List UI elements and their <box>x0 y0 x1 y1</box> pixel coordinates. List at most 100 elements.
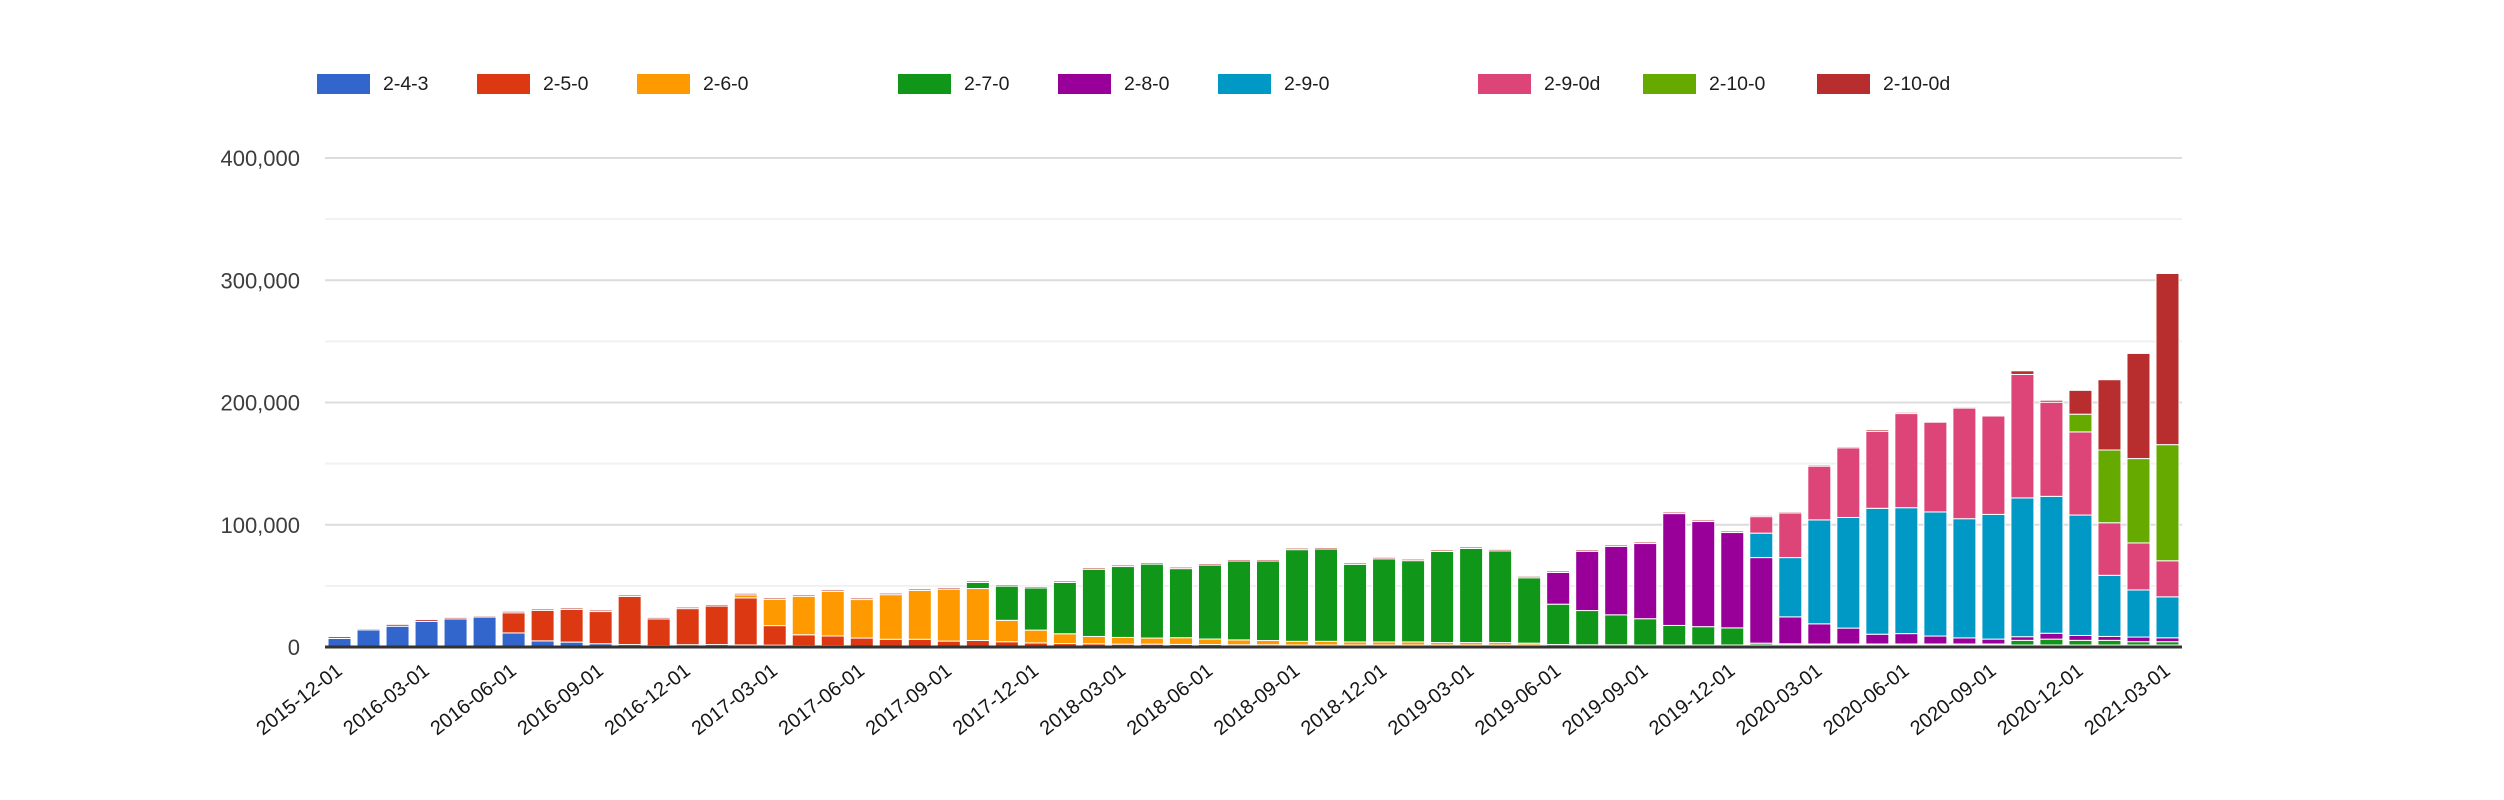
x-axis-label: 2015-12-01 <box>252 660 346 740</box>
bar-segment-2-7-0 <box>1052 581 1077 635</box>
bar-segment-2-10-0d <box>1720 530 1745 534</box>
bar-segment-2-10-0d <box>704 604 729 607</box>
bar-segment-2-7-0 <box>1197 564 1222 640</box>
bar-segment-2-7-0 <box>1285 549 1310 642</box>
bar-segment-2-10-0d <box>1023 585 1048 589</box>
bar-segment-2-8-0 <box>1691 521 1716 628</box>
bar-segment-2-5-0 <box>559 608 584 643</box>
x-axis-label: 2017-09-01 <box>862 660 956 740</box>
y-axis-label: 200,000 <box>220 391 300 416</box>
bar-segment-2-4-3 <box>385 625 410 648</box>
bar-segment-2-8-0 <box>1865 633 1890 645</box>
bar-segment-2-4-3 <box>472 616 497 648</box>
bar-segment-2-9-0d <box>1836 447 1861 518</box>
bar-segment-2-10-0d <box>1081 567 1106 570</box>
bar-segment-2-8-0 <box>2010 636 2035 641</box>
bar-segment-2-5-0 <box>675 608 700 646</box>
bar-segment-2-10-0d <box>1633 541 1658 545</box>
bar-segment-2-9-0d <box>2155 560 2180 598</box>
bar-segment-2-9-0 <box>1981 513 2006 640</box>
bar-segment-2-10-0d <box>1865 429 1890 432</box>
bar-segment-2-10-0d <box>327 636 352 639</box>
bar-segment-2-8-0 <box>1720 532 1745 629</box>
bar-segment-2-9-0d <box>1865 430 1890 509</box>
x-axis-label: 2020-12-01 <box>1993 660 2087 740</box>
bar-segment-2-10-0d <box>1139 562 1164 565</box>
bar-segment-2-7-0 <box>994 585 1019 621</box>
bar-segment-2-9-0d <box>2068 431 2093 516</box>
bar-segment-2-10-0d <box>1662 511 1687 515</box>
bar-segment-2-10-0d <box>820 589 845 592</box>
bar-segment-2-9-0d <box>2039 401 2064 497</box>
bar-segment-2-6-0 <box>878 594 903 640</box>
bar-segment-2-10-0d <box>1604 544 1629 547</box>
bar-segment-2-10-0d <box>1372 556 1397 560</box>
x-axis-label: 2017-12-01 <box>949 660 1043 740</box>
y-axis-label: 0 <box>288 635 300 660</box>
x-axis-label: 2018-06-01 <box>1123 660 1217 740</box>
bar-segment-2-7-0 <box>1430 550 1455 644</box>
bar-segment-2-10-0d <box>501 610 526 614</box>
bar-segment-2-10-0d <box>1952 406 1977 409</box>
legend-item-2-7-0: 2-7-0 <box>898 73 1010 95</box>
bar-segment-2-10-0d <box>385 623 410 627</box>
bar-segment-2-10-0d <box>2068 389 2093 415</box>
bar-segment-2-4-3 <box>443 618 468 648</box>
bar-segment-2-10-0 <box>2126 458 2151 544</box>
bar-segment-2-7-0 <box>1401 560 1426 643</box>
bar-segment-2-8-0 <box>1778 616 1803 645</box>
legend-label: 2-4-3 <box>383 72 429 95</box>
bar-segment-2-9-0 <box>1749 532 1774 559</box>
bar-segment-2-10-0d <box>2010 370 2035 375</box>
x-axis-label: 2018-09-01 <box>1210 660 1304 740</box>
legend-item-2-9-0d: 2-9-0d <box>1478 73 1600 95</box>
bar-segment-2-10-0d <box>936 587 961 590</box>
y-axis-label: 400,000 <box>220 146 300 171</box>
legend-swatch <box>317 74 370 94</box>
bar-segment-2-6-0 <box>1168 637 1193 645</box>
bar-segment-2-5-0 <box>849 637 874 647</box>
legend-label: 2-10-0 <box>1709 72 1766 95</box>
x-axis-label: 2019-12-01 <box>1645 660 1739 740</box>
bar-segment-2-9-0d <box>2010 373 2035 499</box>
bar-segment-2-4-3 <box>356 629 381 648</box>
bar-segment-2-5-0 <box>965 639 990 647</box>
bar-segment-2-8-0 <box>1952 637 1977 645</box>
bar-segment-2-9-0 <box>1778 557 1803 618</box>
x-axis-label: 2019-09-01 <box>1558 660 1652 740</box>
bar-segment-2-7-0 <box>1139 563 1164 639</box>
bar-segment-2-7-0 <box>1459 547 1484 644</box>
bar-segment-2-10-0d <box>965 580 990 583</box>
bar-segment-2-7-0 <box>1604 614 1629 646</box>
bar-segment-2-9-0d <box>1981 415 2006 515</box>
bar-segment-2-6-0 <box>1197 638 1222 646</box>
legend-label: 2-9-0 <box>1284 72 1330 95</box>
bar-segment-2-6-0 <box>1226 639 1251 646</box>
x-axis-label: 2016-06-01 <box>427 660 521 740</box>
bar-segment-2-8-0 <box>1575 550 1600 612</box>
bar-segment-2-10-0d <box>2126 352 2151 460</box>
bar-segment-2-5-0 <box>762 625 787 646</box>
bar-segment-2-7-0 <box>2068 639 2093 646</box>
bar-segment-2-10-0d <box>849 597 874 601</box>
bar-segment-2-8-0 <box>1546 571 1571 605</box>
bar-segment-2-9-0 <box>2010 497 2035 638</box>
bar-segment-2-7-0 <box>1023 587 1048 631</box>
bar-segment-2-9-0 <box>1836 516 1861 629</box>
legend-swatch <box>477 74 530 94</box>
legend-label: 2-6-0 <box>703 72 749 95</box>
bar-segment-2-6-0 <box>1285 640 1310 646</box>
bar-segment-2-6-0 <box>936 588 961 642</box>
bar-segment-2-10-0d <box>1197 563 1222 566</box>
bar-segment-2-7-0 <box>1226 560 1251 641</box>
x-axis-label: 2018-12-01 <box>1297 660 1391 740</box>
bar-segment-2-5-0 <box>733 597 758 646</box>
x-axis-label: 2016-12-01 <box>601 660 695 740</box>
x-axis-label: 2020-06-01 <box>1819 660 1913 740</box>
bar-segment-2-7-0 <box>1256 560 1281 641</box>
bar-segment-2-10-0d <box>588 609 613 613</box>
bar-segment-2-9-0 <box>2126 589 2151 638</box>
bar-segment-2-10-0 <box>2068 413 2093 433</box>
bar-segment-2-10-0d <box>472 615 497 618</box>
